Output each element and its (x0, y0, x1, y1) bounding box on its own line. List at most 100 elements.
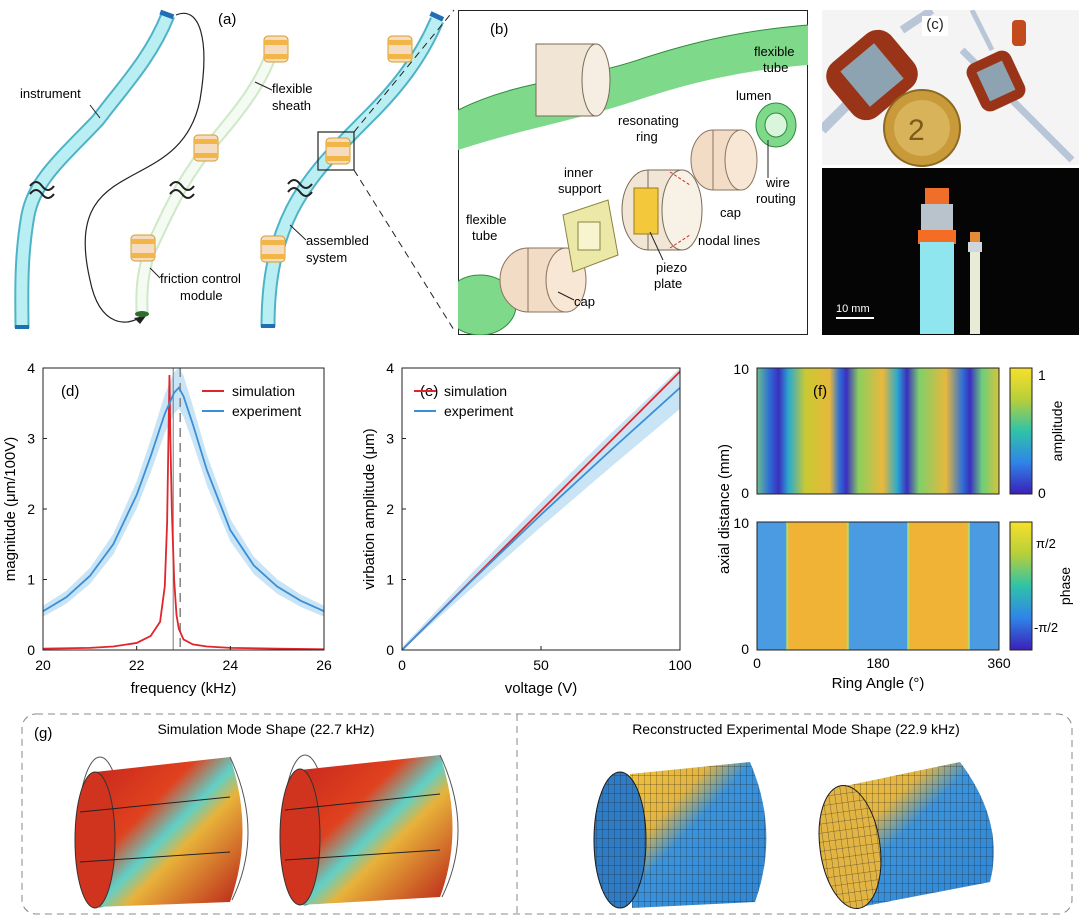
exp-title: Reconstructed Experimental Mode Shape (2… (632, 721, 960, 737)
phase-band (757, 522, 788, 650)
phase-cb-tick: -π/2 (1034, 620, 1058, 635)
panel-f-label: (f) (813, 383, 827, 400)
sim-mode-ring-1 (74, 756, 249, 909)
y-tick-label: 0 (27, 642, 35, 658)
panel-b: (b) flexible tube lumen reso (458, 10, 808, 335)
x-tick-label: 24 (223, 657, 239, 673)
phase-y-tick-label: 10 (733, 515, 749, 531)
flexible-sheath (135, 40, 282, 317)
amp-cb-tick: 0 (1038, 485, 1046, 501)
panel-c-label: (c) (922, 16, 948, 36)
sheath-module-3 (130, 234, 156, 262)
amp-frame (756, 367, 1000, 495)
f-x-tick-label: 180 (866, 655, 890, 671)
instrument-tube (14, 9, 175, 329)
photo-probes (918, 188, 982, 334)
phase-colorbar (1009, 521, 1033, 651)
panel-a-label: (a) (218, 11, 236, 28)
svg-text:2: 2 (908, 114, 925, 147)
y-tick-label: 1 (386, 572, 394, 588)
series-line-experiment (42, 386, 325, 613)
y-tick-label: 2 (386, 501, 394, 517)
chart-d: 20 22 24 26 0 1 2 3 4 frequency (kHz) magnitude (μ… (2, 360, 332, 697)
x-tick-label: 22 (129, 657, 145, 673)
x-tick-label: 100 (668, 657, 692, 673)
tube-end-lumen (755, 102, 797, 148)
x-axis-label: voltage (V) (505, 680, 578, 697)
cap-right (690, 129, 758, 191)
photo-device-left (818, 6, 935, 134)
y-tick-label: 3 (386, 431, 394, 447)
piezo-label-1: piezo (656, 260, 687, 275)
flex-tube-right-2: tube (763, 60, 788, 75)
f-x-axis-label: Ring Angle (°) (832, 675, 925, 692)
chart-f: (f) 10 0 10 0 0 180 360 Ring Angle (°) axial dist… (716, 361, 1073, 692)
series-line-experiment (401, 387, 681, 651)
sim-mode-ring-2 (279, 754, 459, 906)
y-tick-label: 2 (27, 501, 35, 517)
sheath-label-1: flexible (272, 81, 312, 96)
y-tick-label: 4 (386, 360, 394, 376)
phase-frame (756, 521, 1000, 651)
photo-coin: 2 (883, 89, 961, 167)
legend-label-simulation: simulation (444, 383, 507, 399)
y-tick-label: 0 (386, 642, 394, 658)
resonating-label-1: resonating (618, 113, 679, 128)
phase-cb-tick: π/2 (1036, 536, 1056, 551)
sheath-module-1 (263, 35, 289, 63)
x-tick-label: 26 (316, 657, 332, 673)
y-tick-label: 3 (27, 431, 35, 447)
f-x-tick-label: 360 (987, 655, 1011, 671)
phase-band (908, 522, 969, 650)
scale-label: 10 mm (836, 303, 870, 315)
fcm-label-2: module (180, 288, 223, 303)
y-axis-label: magnitude (μm/100V) (2, 437, 19, 582)
assembled-label-1: assembled (306, 233, 369, 248)
fcm-label-1: friction control (160, 271, 241, 286)
phase-band (968, 522, 999, 650)
amp-y-tick-label: 10 (733, 361, 749, 377)
lumen-label: lumen (736, 88, 771, 103)
f-x-tick-label: 0 (753, 655, 761, 671)
phase-band (787, 522, 848, 650)
f-y-axis-label: axial distance (mm) (716, 444, 733, 574)
exp-mode-ring-1 (593, 762, 767, 909)
assembled-module (535, 43, 611, 117)
panel-g: (g) Simulation Mode Shape (22.7 kHz) Rec… (21, 713, 1073, 915)
cap-right-label: cap (720, 205, 741, 220)
phase-cb-label: phase (1057, 567, 1073, 605)
amp-cb-label: amplitude (1049, 400, 1065, 461)
flex-tube-left-1: flexible (466, 212, 506, 227)
photo-device-right (959, 8, 1075, 163)
amp-y-tick-label: 0 (741, 485, 749, 501)
instrument-label: instrument (20, 86, 81, 101)
legend-label-experiment: experiment (444, 403, 513, 419)
x-tick-label: 20 (35, 657, 51, 673)
insertion-path (84, 12, 205, 323)
panel-g-label: (g) (34, 725, 52, 742)
legend-label-experiment: experiment (232, 403, 301, 419)
phase-band (847, 522, 909, 650)
inner-support-label-1: inner (564, 165, 594, 180)
panel-b-label: (b) (490, 21, 508, 38)
x-tick-label: 50 (533, 657, 549, 673)
y-tick-label: 4 (27, 360, 35, 376)
panel-c: 2 10 mm (c) (818, 6, 1079, 335)
panel-g-frame (21, 713, 1073, 915)
amp-cb-tick: 1 (1038, 367, 1046, 383)
resonating-label-2: ring (636, 129, 658, 144)
legend-label-simulation: simulation (232, 383, 295, 399)
series-line-simulation (42, 375, 325, 651)
x-axis-label: frequency (kHz) (131, 680, 237, 697)
assembled-system (260, 9, 455, 331)
inner-support-label-2: support (558, 181, 602, 196)
amp-colorbar (1009, 367, 1033, 495)
exp-mode-ring-2 (818, 762, 994, 910)
y-axis-label: virbation amplitude (μm) (361, 428, 378, 589)
resonating-ring (621, 169, 703, 251)
amplitude-heatmap (757, 368, 999, 494)
flex-tube-right-1: flexible (754, 44, 794, 59)
piezo-plate (633, 187, 659, 235)
sheath-label-2: sheath (272, 98, 311, 113)
panel-label: (d) (61, 383, 79, 400)
